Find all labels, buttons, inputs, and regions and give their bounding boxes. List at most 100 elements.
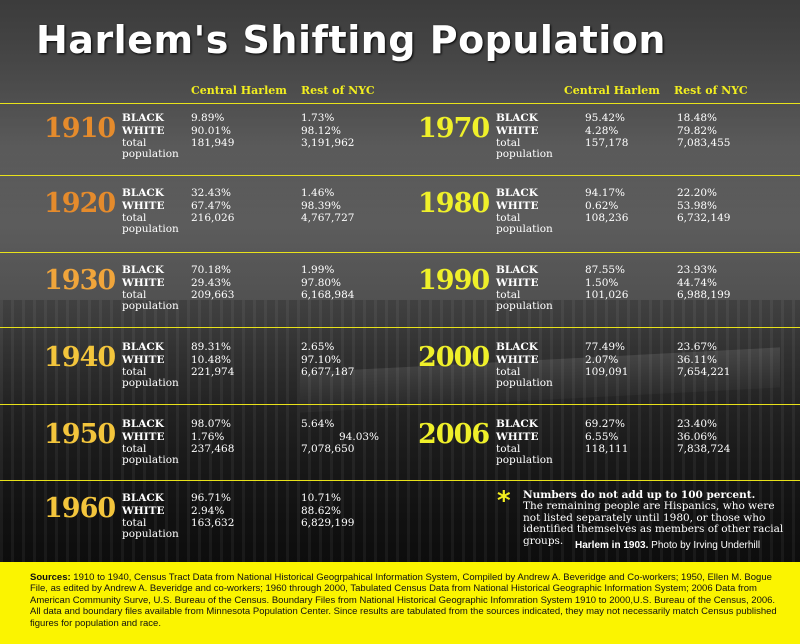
rest-black-value: 1.46%	[301, 187, 335, 199]
year-label: 1910	[44, 113, 116, 144]
rest-total-value: 7,654,221	[677, 366, 731, 378]
row-label-white: WHITE	[122, 277, 165, 289]
row-label-black: BLACK	[496, 264, 538, 276]
central-black-value: 89.31%	[191, 341, 232, 353]
rest-black-value: 5.64%	[301, 418, 335, 430]
divider	[0, 175, 800, 176]
rest-white-value: 97.80%	[301, 277, 342, 289]
sources-body: 1910 to 1940, Census Tract Data from Nat…	[30, 572, 777, 629]
year-label: 1960	[44, 493, 116, 524]
rest-black-value: 18.48%	[677, 112, 718, 124]
central-white-value: 1.76%	[191, 431, 225, 443]
central-white-value: 29.43%	[191, 277, 232, 289]
row-label-total: total	[122, 517, 147, 529]
row-label-total: total	[496, 366, 521, 378]
central-total-value: 101,026	[585, 289, 629, 301]
sources-label: Sources:	[30, 572, 71, 583]
central-black-value: 98.07%	[191, 418, 232, 430]
central-total-value: 209,663	[191, 289, 235, 301]
rest-white-value: 98.39%	[301, 200, 342, 212]
year-label: 1990	[418, 265, 490, 296]
year-label: 1940	[44, 342, 116, 373]
column-header-rest-right: Rest of NYC	[674, 84, 748, 97]
central-white-value: 90.01%	[191, 125, 232, 137]
divider	[0, 252, 800, 253]
central-black-value: 87.55%	[585, 264, 626, 276]
row-label-white: WHITE	[122, 505, 165, 517]
rest-total-value: 7,838,724	[677, 443, 731, 455]
row-label-population: population	[496, 148, 553, 160]
rest-white-value: 98.12%	[301, 125, 342, 137]
asterisk-icon: *	[497, 486, 511, 516]
row-label-white: WHITE	[496, 431, 539, 443]
row-label-white: WHITE	[496, 354, 539, 366]
row-label-black: BLACK	[496, 418, 538, 430]
central-white-value: 67.47%	[191, 200, 232, 212]
rest-total-value: 7,078,650	[301, 443, 355, 455]
background-photo-sky	[0, 0, 800, 330]
note-heading: Numbers do not add up to 100 percent.	[523, 489, 756, 501]
row-label-total: total	[122, 212, 147, 224]
photo-caption-bold: Harlem in 1903.	[575, 540, 649, 551]
year-label: 2006	[418, 419, 490, 450]
divider	[0, 480, 800, 481]
rest-total-value: 3,191,962	[301, 137, 355, 149]
row-label-white: WHITE	[122, 200, 165, 212]
row-label-black: BLACK	[496, 341, 538, 353]
rest-black-value: 22.20%	[677, 187, 718, 199]
row-label-black: BLACK	[122, 341, 164, 353]
rest-black-value: 10.71%	[301, 492, 342, 504]
rest-white-value: 79.82%	[677, 125, 718, 137]
row-label-population: population	[122, 528, 179, 540]
row-label-black: BLACK	[122, 112, 164, 124]
rest-black-value: 23.67%	[677, 341, 718, 353]
central-white-value: 1.50%	[585, 277, 619, 289]
rest-white-value: 44.74%	[677, 277, 718, 289]
row-label-total: total	[122, 443, 147, 455]
year-label: 1970	[418, 113, 490, 144]
year-label: 1950	[44, 419, 116, 450]
rest-total-value: 6,677,187	[301, 366, 355, 378]
row-label-population: population	[496, 377, 553, 389]
central-total-value: 109,091	[585, 366, 629, 378]
rest-black-value: 2.65%	[301, 341, 335, 353]
central-total-value: 237,468	[191, 443, 235, 455]
page-title: Harlem's Shifting Population	[36, 18, 666, 62]
rest-white-value: 36.06%	[677, 431, 718, 443]
rest-white-value: 88.62%	[301, 505, 342, 517]
photo-caption-credit: Photo by Irving Underhill	[648, 540, 761, 551]
central-white-value: 0.62%	[585, 200, 619, 212]
row-label-population: population	[122, 454, 179, 466]
row-label-population: population	[496, 454, 553, 466]
note-text: The remaining people are Hispanics, who …	[523, 500, 784, 547]
central-white-value: 10.48%	[191, 354, 232, 366]
row-label-total: total	[496, 443, 521, 455]
rest-total-value: 6,988,199	[677, 289, 731, 301]
rest-black-value: 1.99%	[301, 264, 335, 276]
row-label-black: BLACK	[122, 187, 164, 199]
central-black-value: 95.42%	[585, 112, 626, 124]
sources-text: Sources: 1910 to 1940, Census Tract Data…	[30, 572, 782, 629]
row-label-total: total	[496, 137, 521, 149]
central-black-value: 94.17%	[585, 187, 626, 199]
row-label-black: BLACK	[122, 264, 164, 276]
column-header-central-left: Central Harlem	[191, 84, 287, 97]
row-label-total: total	[496, 212, 521, 224]
row-label-white: WHITE	[496, 200, 539, 212]
rest-total-value: 4,767,727	[301, 212, 355, 224]
row-label-white: WHITE	[496, 277, 539, 289]
central-white-value: 6.55%	[585, 431, 619, 443]
central-total-value: 181,949	[191, 137, 235, 149]
row-label-population: population	[122, 223, 179, 235]
central-black-value: 9.89%	[191, 112, 225, 124]
central-white-value: 2.94%	[191, 505, 225, 517]
photo-caption: Harlem in 1903. Photo by Irving Underhil…	[575, 540, 760, 551]
year-label: 1920	[44, 188, 116, 219]
rest-black-value: 1.73%	[301, 112, 335, 124]
row-label-population: population	[122, 377, 179, 389]
central-white-value: 4.28%	[585, 125, 619, 137]
central-total-value: 157,178	[585, 137, 629, 149]
year-label: 1980	[418, 188, 490, 219]
row-label-white: WHITE	[122, 431, 165, 443]
row-label-black: BLACK	[122, 492, 164, 504]
